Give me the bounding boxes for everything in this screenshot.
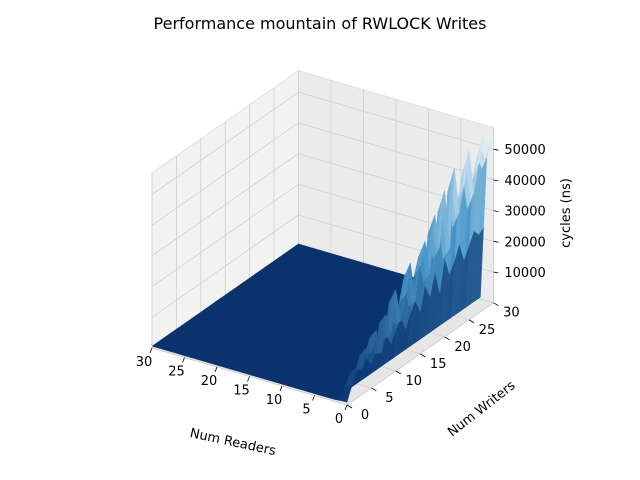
x-tick-label: 25 <box>168 365 185 380</box>
grid-wall-z <box>151 214 299 318</box>
grid-wall-z <box>298 91 494 150</box>
x-tick-mark <box>182 357 185 363</box>
z-tick-mark <box>493 271 499 274</box>
y-tick-mark <box>493 302 499 307</box>
y-tick-label: 15 <box>430 357 447 372</box>
z-tick-label: 50000 <box>504 143 545 158</box>
y-tick-mark <box>468 319 475 324</box>
x-tick-mark <box>279 385 283 392</box>
y-tick-mark <box>395 370 402 375</box>
x-tick-mark <box>149 347 153 354</box>
x-tick-label: 0 <box>335 412 343 427</box>
z-tick-mark <box>493 240 499 243</box>
z-tick-mark <box>493 179 499 182</box>
x-tick-label: 20 <box>201 374 218 389</box>
surface-patch <box>343 385 353 403</box>
grid-wall-z <box>151 122 299 226</box>
x-axis-label: Num Readers <box>188 426 277 459</box>
y-tick-label: 10 <box>406 374 423 389</box>
x-tick-label: 15 <box>233 384 250 399</box>
grid-wall-z <box>151 153 299 257</box>
x-tick-mark <box>214 366 218 373</box>
y-axis-label: Num Writers <box>445 378 518 440</box>
y-tick-label: 20 <box>454 340 471 355</box>
y-tick-mark <box>419 353 426 358</box>
x-tick-label: 30 <box>136 355 153 370</box>
y-tick-label: 25 <box>479 323 496 338</box>
z-tick-mark <box>493 148 499 151</box>
surface <box>151 134 494 403</box>
y-tick-mark <box>444 336 450 341</box>
y-tick-mark <box>371 387 377 392</box>
z-tick-label: 30000 <box>504 205 545 220</box>
z-tick-mark <box>493 210 499 212</box>
axis-ticks: 30 25 20 15 10 5 0 0 5 10 15 20 25 30 10000 20000 30000 4… <box>136 143 546 427</box>
y-tick-label: 0 <box>361 408 369 423</box>
z-tick-label: 40000 <box>504 174 545 189</box>
x-tick-mark <box>247 376 250 382</box>
z-tick-label: 20000 <box>504 235 545 250</box>
grid-wall-z <box>151 91 299 195</box>
y-tick-label: 30 <box>503 306 520 321</box>
y-tick-mark <box>346 404 353 409</box>
chart-title: Performance mountain of RWLOCK Writes <box>154 14 487 33</box>
x-tick-label: 5 <box>302 403 310 418</box>
x-tick-mark <box>312 395 315 401</box>
x-tick-label: 10 <box>266 393 283 408</box>
grid-wall-z <box>151 183 299 287</box>
y-tick-label: 5 <box>385 391 393 406</box>
x-tick-mark <box>344 404 348 411</box>
grid-wall-z <box>298 122 494 181</box>
z-tick-label: 10000 <box>504 266 545 281</box>
z-axis-label: cycles (ns) <box>559 178 574 248</box>
